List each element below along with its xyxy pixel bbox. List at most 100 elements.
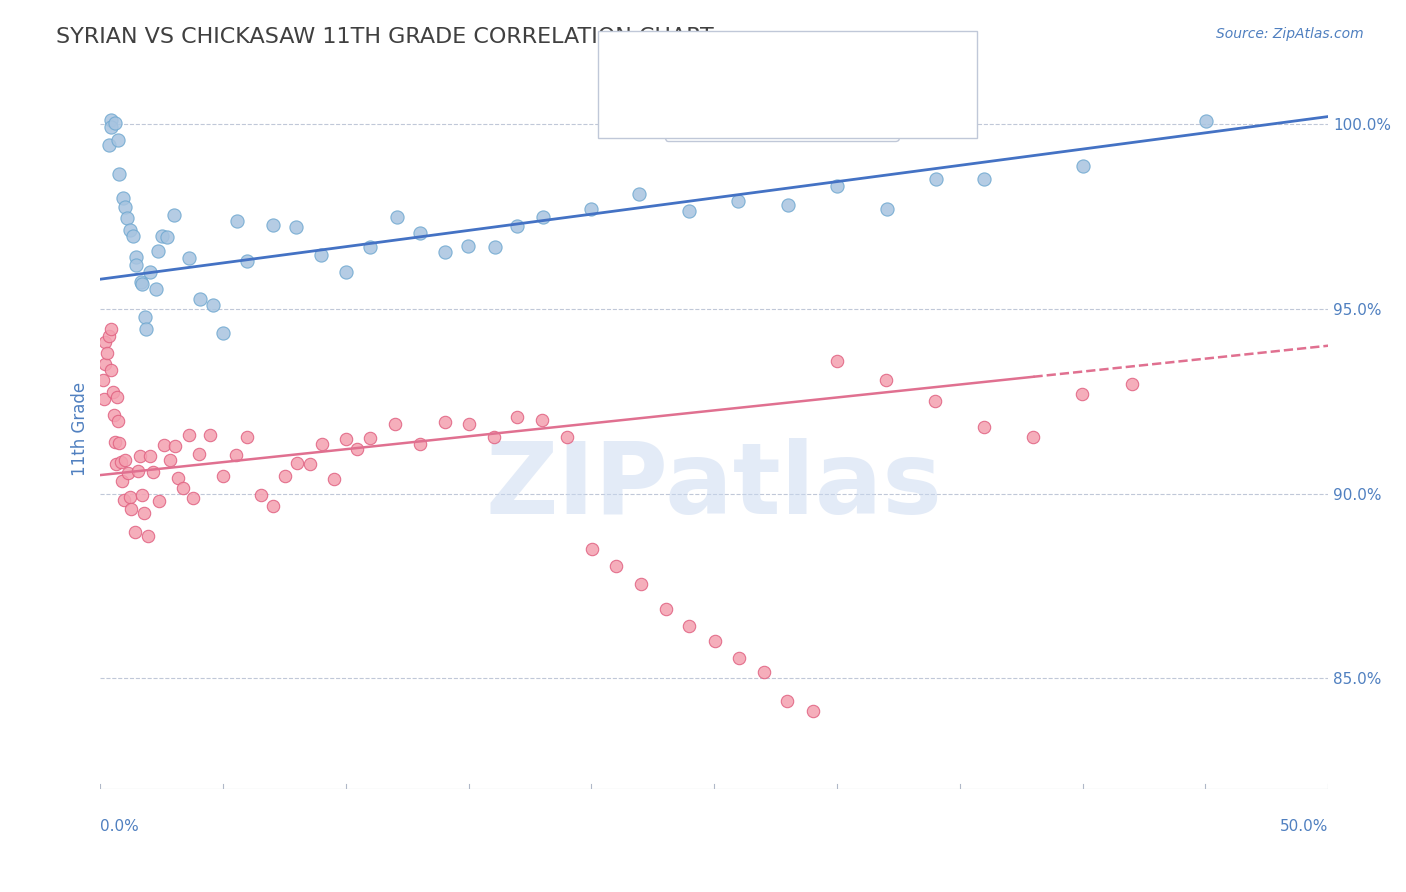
Point — [138, 449, 160, 463]
Text: 0.0%: 0.0% — [100, 819, 139, 834]
Point — [605, 559, 627, 574]
Point — [108, 436, 131, 450]
Point — [409, 436, 432, 450]
Point — [107, 133, 129, 147]
Point — [100, 113, 122, 128]
Point — [384, 417, 406, 431]
Point — [167, 471, 190, 485]
Point — [752, 665, 775, 679]
Point — [249, 488, 271, 502]
Text: Source: ZipAtlas.com: Source: ZipAtlas.com — [1216, 27, 1364, 41]
Point — [188, 292, 211, 306]
Point — [103, 409, 125, 423]
Point — [801, 705, 824, 719]
Point — [875, 373, 897, 387]
Point — [346, 442, 368, 457]
Point — [128, 449, 150, 463]
Point — [114, 453, 136, 467]
Point — [409, 226, 432, 240]
Point — [555, 430, 578, 444]
Point — [135, 322, 157, 336]
Point — [98, 138, 121, 153]
Point — [93, 392, 115, 407]
Point — [630, 577, 652, 591]
Point — [121, 229, 143, 244]
Point — [433, 415, 456, 429]
Point — [105, 390, 128, 404]
Point — [727, 194, 749, 208]
Point — [120, 501, 142, 516]
Point — [179, 251, 201, 265]
Point — [506, 219, 529, 233]
Point — [96, 345, 118, 359]
Point — [107, 414, 129, 428]
Point — [484, 240, 506, 254]
Point — [138, 265, 160, 279]
Point — [225, 448, 247, 462]
Point — [531, 210, 554, 224]
Point — [131, 488, 153, 502]
Point — [104, 434, 127, 449]
Point — [311, 436, 333, 450]
Point — [100, 322, 122, 336]
Point — [776, 694, 799, 708]
Point — [530, 413, 553, 427]
Point — [136, 529, 159, 543]
Point — [177, 428, 200, 442]
Point — [335, 432, 357, 446]
Point — [579, 202, 602, 217]
Point — [825, 354, 848, 368]
Point — [98, 328, 121, 343]
Point — [1071, 159, 1094, 173]
Point — [118, 490, 141, 504]
Point — [101, 384, 124, 399]
Point — [359, 431, 381, 445]
Point — [117, 211, 139, 225]
Point — [118, 223, 141, 237]
Point — [678, 619, 700, 633]
Point — [924, 394, 946, 409]
Point — [125, 258, 148, 272]
Point — [285, 456, 308, 470]
Point — [111, 474, 134, 488]
Point — [728, 650, 751, 665]
Point — [1121, 376, 1143, 391]
Point — [1195, 114, 1218, 128]
Point — [262, 499, 284, 513]
Point — [146, 244, 169, 258]
Point — [187, 447, 209, 461]
Point — [1071, 387, 1094, 401]
Point — [94, 334, 117, 349]
Point — [236, 253, 259, 268]
Point — [172, 481, 194, 495]
Point — [127, 464, 149, 478]
Point — [274, 468, 297, 483]
Point — [655, 601, 678, 615]
Point — [108, 167, 131, 181]
Point — [156, 229, 179, 244]
Point — [104, 116, 127, 130]
Point — [323, 472, 346, 486]
Point — [105, 457, 128, 471]
Point — [825, 178, 848, 193]
Point — [91, 373, 114, 387]
Point — [110, 455, 132, 469]
Point — [704, 634, 727, 648]
Point — [129, 275, 152, 289]
Point — [134, 506, 156, 520]
Point — [111, 192, 134, 206]
Point — [385, 210, 408, 224]
Point — [163, 208, 186, 222]
Point — [262, 218, 284, 232]
Point — [506, 409, 529, 424]
Point — [142, 465, 165, 479]
Point — [925, 171, 948, 186]
Point — [482, 430, 505, 444]
Point — [94, 357, 117, 371]
Point — [148, 493, 170, 508]
Point — [114, 493, 136, 508]
Text: 50.0%: 50.0% — [1279, 819, 1329, 834]
Text: ZIPatlas: ZIPatlas — [486, 438, 942, 535]
Point — [335, 265, 357, 279]
Point — [124, 525, 146, 540]
